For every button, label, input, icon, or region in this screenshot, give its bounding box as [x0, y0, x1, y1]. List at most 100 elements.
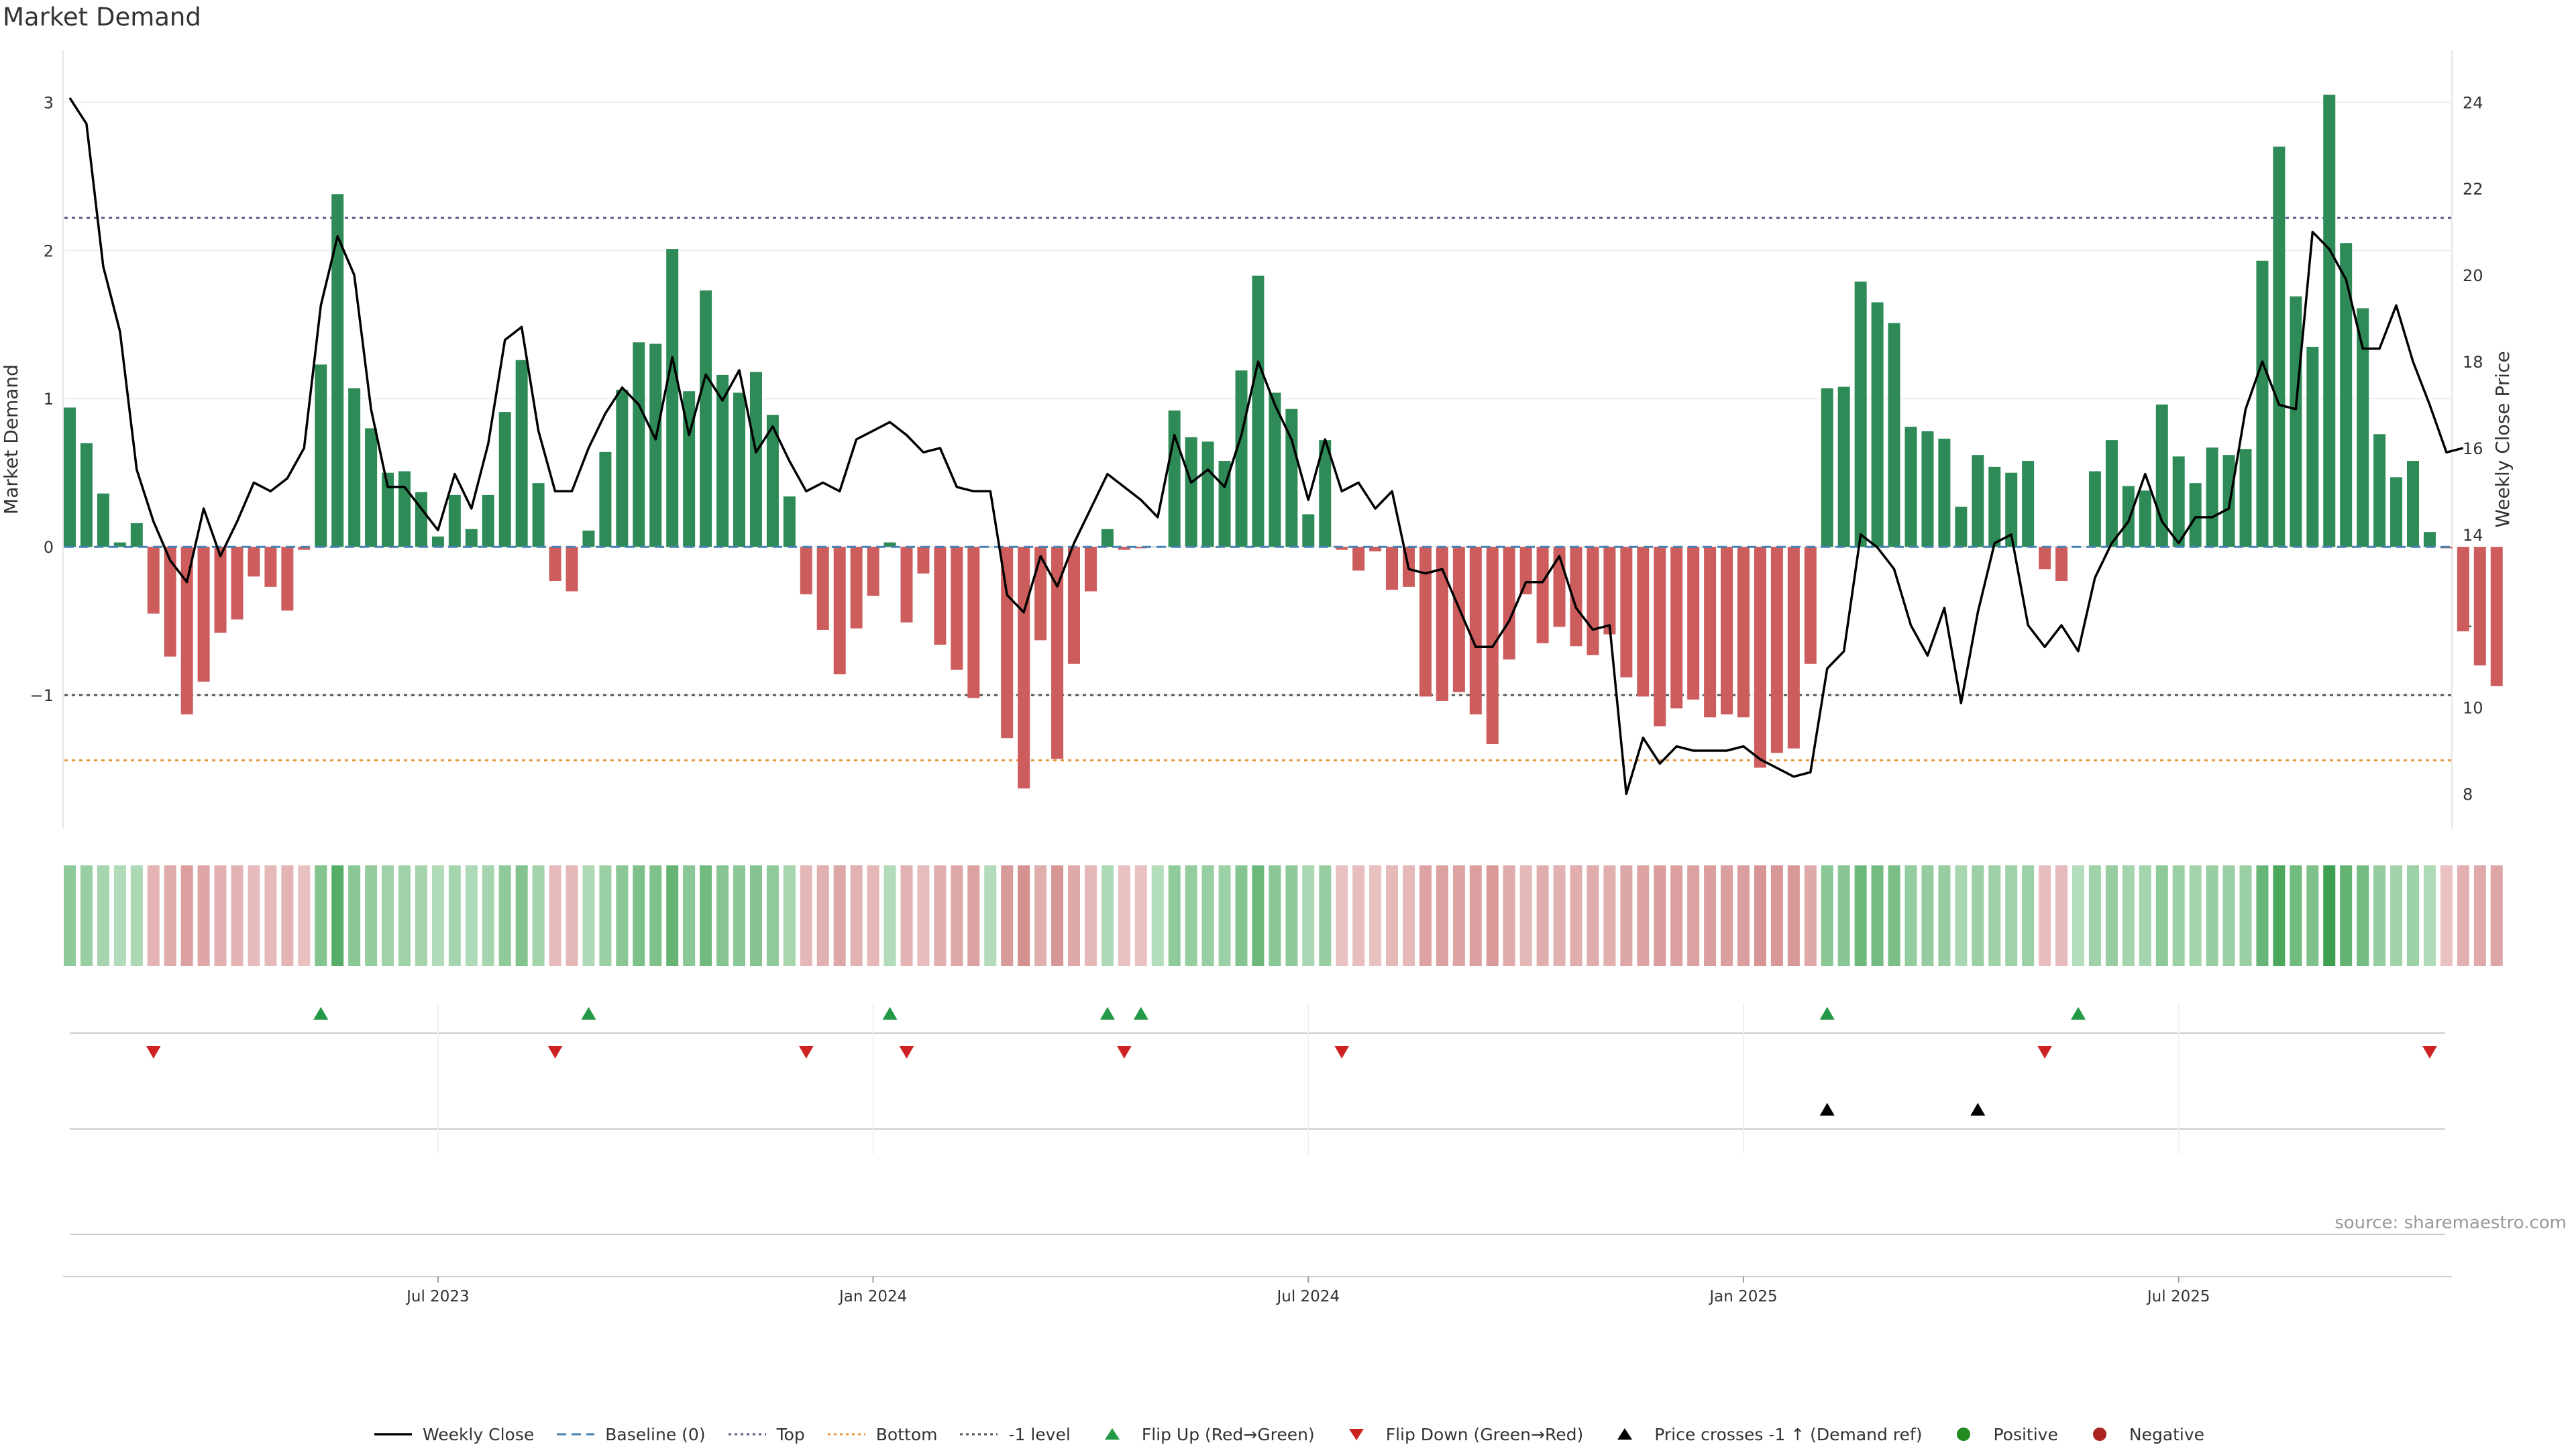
flip-up-marker	[313, 1007, 329, 1020]
demand-bar-positive	[2256, 260, 2269, 547]
demand-bar-positive	[1269, 392, 1281, 547]
demand-heat-cell	[883, 865, 896, 966]
demand-heat-cell	[1452, 865, 1465, 966]
demand-heat-cell	[1134, 865, 1147, 966]
demand-heat-cell	[733, 865, 745, 966]
flip-down-marker	[2422, 1046, 2437, 1059]
demand-heat-cell	[1168, 865, 1181, 966]
demand-bar-negative	[833, 547, 846, 675]
demand-bar-positive	[498, 412, 511, 547]
x-tick-label: Jan 2025	[1708, 1288, 1777, 1305]
demand-heat-cell	[448, 865, 461, 966]
demand-heat-cell	[532, 865, 545, 966]
price-cross-marker	[1819, 1103, 1835, 1116]
legend-item: Baseline (0)	[554, 1425, 706, 1444]
demand-heat-cell	[465, 865, 478, 966]
x-tick-label: Jul 2023	[405, 1288, 470, 1305]
demand-bar-positive	[1904, 427, 1917, 547]
demand-heat-cell	[2022, 865, 2035, 966]
demand-bar-positive	[2290, 296, 2302, 547]
demand-bar-positive	[2122, 486, 2135, 547]
demand-bar-negative	[566, 547, 578, 592]
demand-heat-cell	[382, 865, 394, 966]
demand-bar-positive	[348, 388, 361, 547]
demand-heat-cell	[1101, 865, 1114, 966]
demand-bar-positive	[2390, 477, 2403, 547]
demand-bar-negative	[1051, 547, 1064, 759]
demand-bar-positive	[1955, 506, 1968, 547]
demand-heat-cell	[2423, 865, 2436, 966]
legend-item: Flip Down (Green→Red)	[1335, 1424, 1584, 1444]
legend-item: Price crosses -1 ↑ (Demand ref)	[1603, 1425, 1922, 1444]
demand-bar-positive	[783, 496, 796, 547]
demand-heat-cell	[348, 865, 361, 966]
flip-up-marker	[882, 1007, 898, 1020]
demand-bar-negative	[1018, 547, 1030, 789]
x-tick-label: Jan 2024	[838, 1288, 907, 1305]
demand-heat-cell	[1904, 865, 1917, 966]
demand-heat-cell	[398, 865, 411, 966]
flip-down-marker	[2037, 1046, 2053, 1059]
demand-heat-cell	[2239, 865, 2252, 966]
legend-label: Flip Down (Green→Red)	[1385, 1424, 1584, 1444]
demand-heat-cell	[1001, 865, 1014, 966]
legend-swatch	[374, 1433, 412, 1436]
demand-bar-negative	[1386, 547, 1399, 590]
demand-bar-positive	[616, 389, 629, 547]
legend-swatch-mark	[1104, 1428, 1120, 1440]
legend-swatch	[960, 1433, 998, 1436]
demand-heat-cell	[1988, 865, 2001, 966]
demand-bar-negative	[1034, 547, 1047, 641]
demand-bar-negative	[800, 547, 812, 594]
demand-heat-cell	[1821, 865, 1833, 966]
demand-heat-cell	[2306, 865, 2319, 966]
flip-down-marker	[547, 1046, 563, 1059]
demand-bar-positive	[2323, 95, 2336, 547]
demand-bar-negative	[1721, 547, 1733, 714]
demand-bar-negative	[2039, 547, 2051, 570]
flip-up-marker	[2071, 1007, 2086, 1020]
demand-heat-cell	[2139, 865, 2151, 966]
demand-bar-negative	[867, 547, 879, 596]
demand-bar-negative	[264, 547, 277, 587]
demand-heat-cell	[231, 865, 244, 966]
demand-heat-cell	[2172, 865, 2185, 966]
demand-heat-cell	[599, 865, 612, 966]
legend-swatch-mark	[1957, 1428, 1971, 1441]
legend-label: -1 level	[1008, 1424, 1071, 1444]
demand-heat-cell	[1670, 865, 1683, 966]
demand-heat-cell	[549, 865, 561, 966]
demand-heat-cell	[415, 865, 427, 966]
demand-heat-cell	[2122, 865, 2135, 966]
demand-heat-cell	[2457, 865, 2469, 966]
demand-bar-positive	[1988, 466, 2001, 547]
demand-bar-negative	[1603, 547, 1616, 635]
demand-heat-cell	[1436, 865, 1448, 966]
demand-bar-negative	[1369, 547, 1382, 551]
demand-heat-cell	[1336, 865, 1348, 966]
demand-heat-cell	[1319, 865, 1332, 966]
demand-bar-negative	[1687, 547, 1700, 700]
demand-heat-cell	[197, 865, 210, 966]
demand-bar-positive	[130, 523, 143, 547]
y-tick-label: 2	[44, 241, 54, 260]
demand-heat-cell	[2373, 865, 2386, 966]
demand-heat-cell	[1519, 865, 1532, 966]
flip-up-marker	[1099, 1007, 1115, 1020]
demand-bar-positive	[1821, 388, 1833, 547]
legend-swatch	[1957, 1428, 1971, 1441]
legend-swatch	[1104, 1428, 1120, 1440]
demand-bar-negative	[1654, 547, 1666, 727]
demand-heat-cell	[2390, 865, 2403, 966]
demand-heat-cell	[498, 865, 511, 966]
demand-bar-positive	[1235, 370, 1248, 547]
demand-bar-negative	[2055, 547, 2068, 582]
legend-swatch	[557, 1433, 595, 1436]
demand-bar-positive	[1871, 302, 1884, 547]
demand-bar-positive	[733, 392, 745, 547]
flip-down-marker	[1116, 1046, 1132, 1059]
demand-bar-positive	[2005, 472, 2018, 547]
demand-heat-cell	[1938, 865, 1951, 966]
x-tick-label: Jul 2024	[1275, 1288, 1340, 1305]
